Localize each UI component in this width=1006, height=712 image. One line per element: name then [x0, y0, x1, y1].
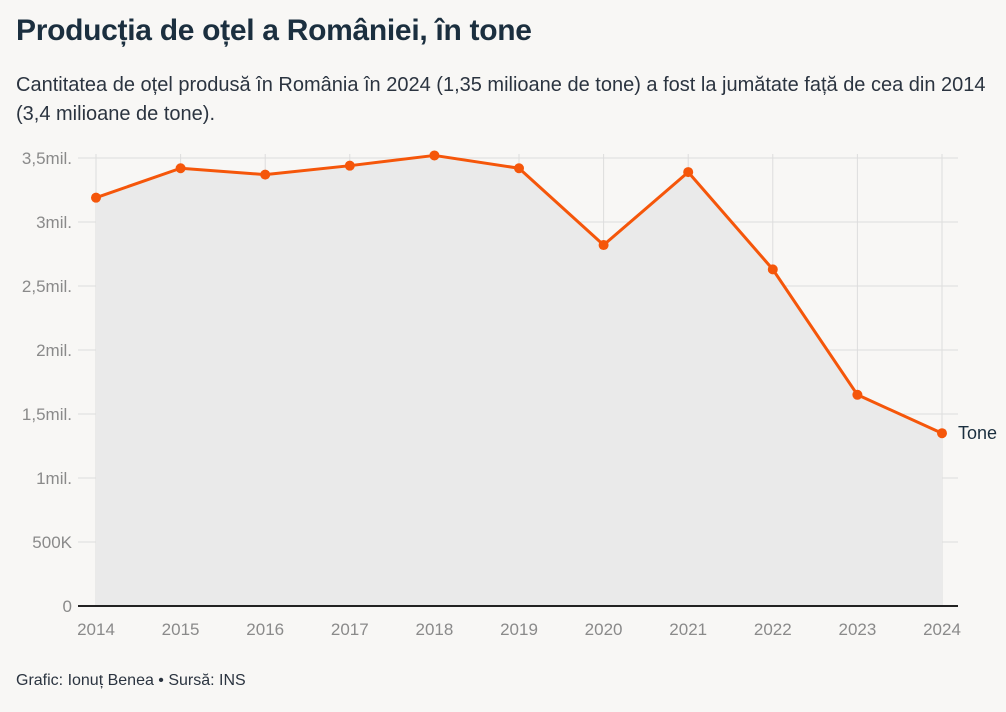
x-tick-label: 2023 — [838, 620, 876, 639]
x-tick-label: 2016 — [246, 620, 284, 639]
y-tick-label: 2mil. — [36, 341, 72, 360]
x-axis-labels: 2014 2015 2016 2017 2018 2019 2020 2021 2022 2023… — [77, 620, 961, 639]
x-tick-label: 2019 — [500, 620, 538, 639]
data-point — [344, 160, 355, 171]
y-tick-label: 2,5mil. — [22, 277, 72, 296]
y-tick-label: 500K — [32, 533, 72, 552]
chart-title: Producția de oțel a României, în tone — [16, 14, 532, 47]
chart-subtitle: Cantitatea de oțel produsă în România în… — [16, 74, 986, 125]
y-tick-label: 3mil. — [36, 213, 72, 232]
x-tick-label: 2015 — [162, 620, 200, 639]
x-tick-label: 2021 — [669, 620, 707, 639]
area-path — [96, 155, 942, 606]
data-point — [852, 389, 863, 400]
data-point — [175, 163, 186, 174]
data-point — [598, 240, 609, 251]
area-fill — [96, 155, 942, 606]
data-points — [91, 150, 947, 439]
y-tick-label: 1mil. — [36, 469, 72, 488]
y-tick-label: 0 — [63, 597, 72, 616]
x-tick-label: 2020 — [585, 620, 623, 639]
data-point — [937, 428, 947, 439]
x-tick-label: 2018 — [415, 620, 453, 639]
data-point — [514, 163, 524, 174]
data-point — [767, 264, 778, 275]
series-label: Tone — [958, 423, 997, 443]
y-tick-label: 1,5mil. — [22, 405, 72, 424]
x-tick-label: 2022 — [754, 620, 792, 639]
data-point — [429, 150, 440, 161]
data-point — [683, 167, 694, 178]
y-axis-labels: 0 500K 1mil. 1,5mil. 2mil. 2,5mil. 3mil. 3,5mil… — [22, 149, 73, 616]
line-chart: 0 500K 1mil. 1,5mil. 2mil. 2,5mil. 3mil. 3,5mil… — [22, 149, 997, 639]
data-point — [260, 169, 271, 180]
x-tick-label: 2017 — [331, 620, 369, 639]
x-tick-label: 2024 — [923, 620, 961, 639]
x-tick-label: 2014 — [77, 620, 115, 639]
source-credit: Grafic: Ionuț Benea • Sursă: INS — [16, 672, 246, 689]
data-point — [91, 192, 101, 203]
y-tick-label: 3,5mil. — [22, 149, 72, 168]
